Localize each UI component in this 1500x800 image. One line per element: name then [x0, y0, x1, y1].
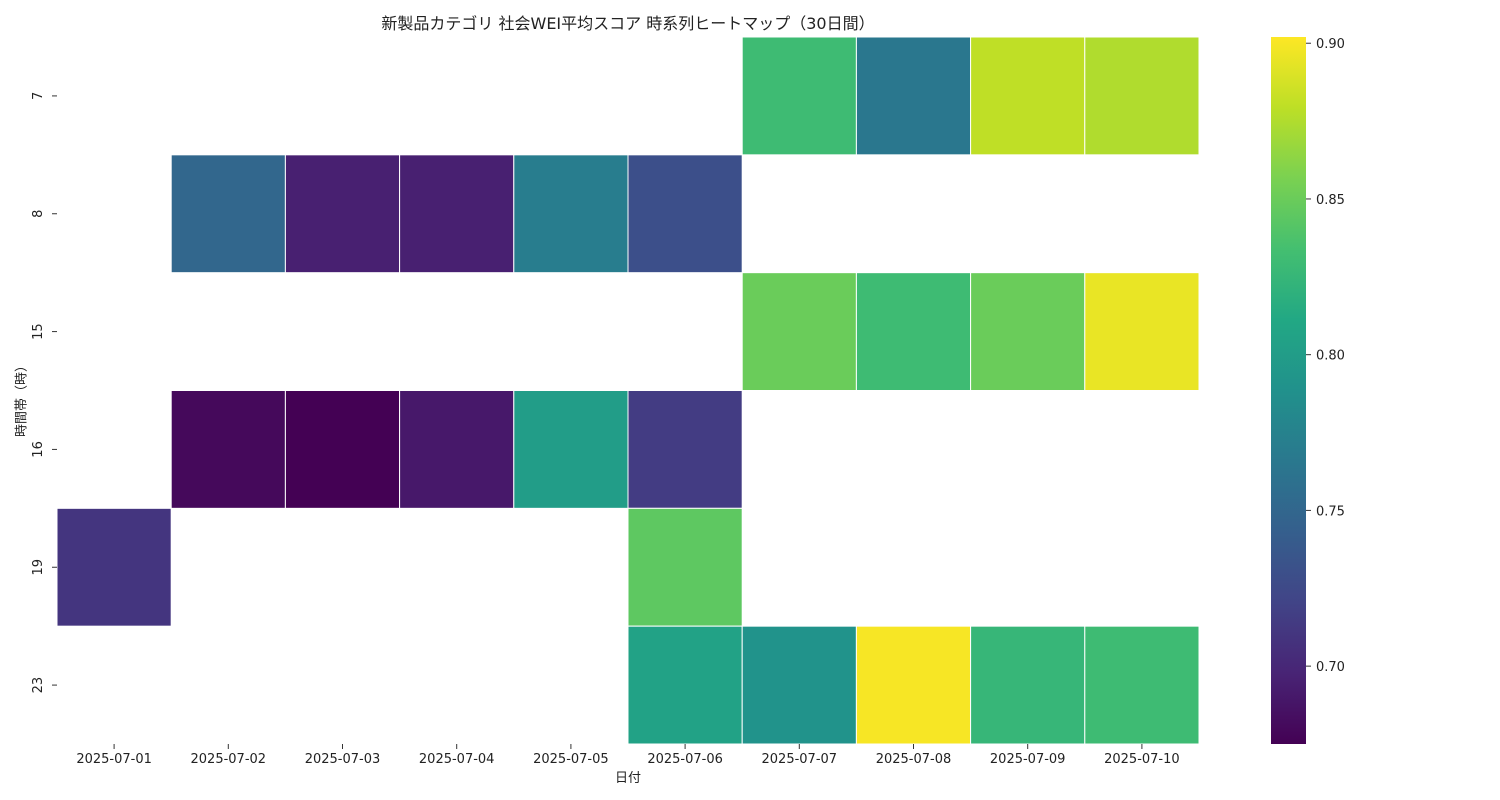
x-tick-label: 2025-07-01 [76, 752, 152, 767]
heatmap-cell [855, 625, 972, 745]
heatmap-cell [970, 625, 1086, 745]
heatmap-cell [627, 154, 743, 274]
y-axis-label: 時間帯（時） [14, 358, 30, 438]
y-tick-label: 8 [31, 210, 46, 218]
colorbar-ticks: 0.70 0.75 0.80 0.85 0.90 [1306, 37, 1345, 675]
heatmap-cell [627, 625, 743, 745]
heatmap-cell [970, 36, 1086, 156]
x-tick-label: 2025-07-05 [533, 752, 609, 767]
heatmap-cell [56, 507, 172, 627]
heatmap-cell [627, 507, 743, 627]
heatmap-cell [855, 36, 972, 156]
heatmap-cell [399, 390, 515, 509]
x-tick-label: 2025-07-07 [762, 752, 838, 767]
heatmap-cell [627, 390, 743, 509]
heatmap-cells [56, 36, 1200, 745]
colorbar-tick-label: 0.70 [1316, 660, 1345, 675]
colorbar [1271, 37, 1306, 744]
heatmap-cell [1084, 272, 1200, 391]
y-axis-ticks: 7 8 15 16 19 23 [31, 92, 57, 694]
x-tick-label: 2025-07-08 [876, 752, 952, 767]
x-axis-label: 日付 [614, 771, 641, 786]
heatmap-cell [970, 272, 1086, 391]
x-tick-label: 2025-07-02 [191, 752, 267, 767]
heatmap-cell [513, 390, 629, 509]
x-axis-ticks: 2025-07-01 2025-07-02 2025-07-03 2025-07-04… [76, 744, 1180, 767]
colorbar-tick-label: 0.75 [1316, 504, 1345, 519]
heatmap-cell [399, 154, 515, 274]
heatmap-cell [855, 272, 972, 391]
heatmap-cell [513, 154, 629, 274]
heatmap-cell [1084, 625, 1200, 745]
x-tick-label: 2025-07-04 [419, 752, 495, 767]
heatmap-cell [284, 390, 401, 509]
heatmap-cell [1084, 36, 1200, 156]
x-tick-label: 2025-07-10 [1104, 752, 1180, 767]
heatmap-cell [284, 154, 401, 274]
y-tick-label: 23 [31, 677, 46, 694]
colorbar-tick-label: 0.90 [1316, 37, 1345, 52]
heatmap-cell [741, 625, 857, 745]
chart-title: 新製品カテゴリ 社会WEI平均スコア 時系列ヒートマップ（30日間） [381, 14, 875, 33]
heatmap-cell [741, 36, 857, 156]
y-tick-label: 19 [31, 559, 46, 576]
y-tick-label: 15 [31, 323, 46, 340]
x-tick-label: 2025-07-09 [990, 752, 1066, 767]
heatmap-cell [170, 390, 286, 509]
x-tick-label: 2025-07-03 [305, 752, 381, 767]
y-tick-label: 16 [31, 441, 46, 458]
x-tick-label: 2025-07-06 [647, 752, 723, 767]
heatmap-cell [170, 154, 286, 274]
colorbar-tick-label: 0.80 [1316, 349, 1345, 364]
colorbar-tick-label: 0.85 [1316, 193, 1345, 208]
heatmap-cell [741, 272, 857, 391]
y-tick-label: 7 [31, 92, 46, 100]
